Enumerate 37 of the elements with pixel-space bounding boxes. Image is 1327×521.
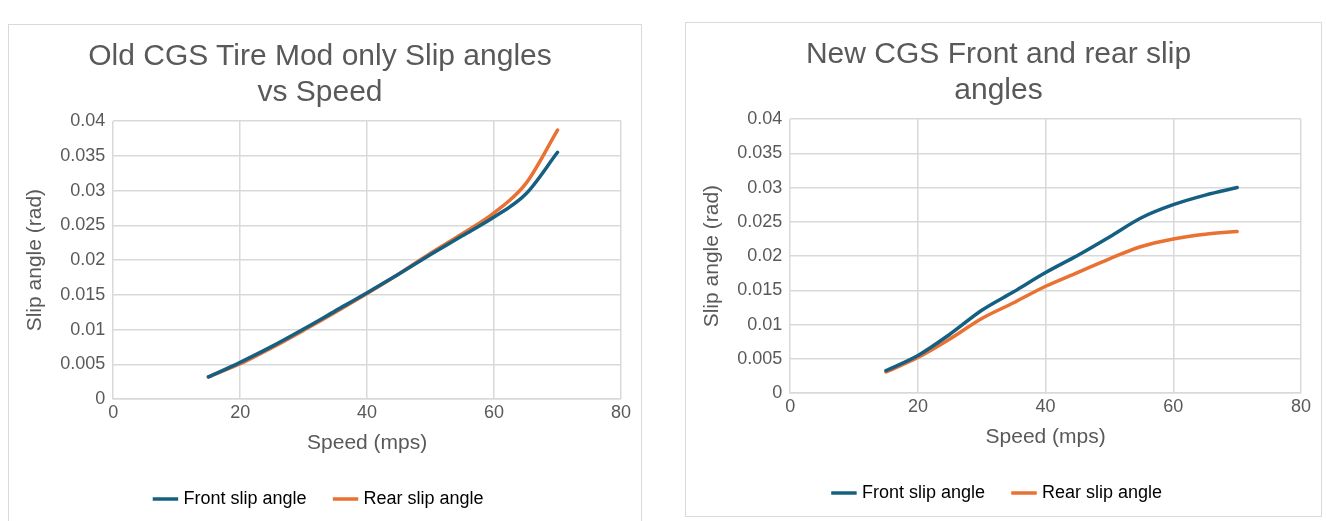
x-tick-label: 20 (907, 395, 928, 416)
x-tick-label: 60 (484, 401, 505, 422)
y-tick-label: 0.035 (737, 142, 783, 163)
y-tick-label: 0.005 (737, 347, 783, 368)
y-axis-title: Slip angle (rad) (699, 184, 723, 328)
x-axis-title: Speed (mps) (985, 424, 1106, 448)
y-tick-label: 0.04 (747, 107, 783, 128)
y-tick-label: 0.02 (747, 245, 783, 266)
x-tick-label: 60 (1163, 395, 1184, 416)
x-tick-label: 80 (610, 401, 632, 422)
y-tick-label: 0.035 (60, 144, 106, 165)
legend-label: Front slip angle (861, 481, 986, 502)
y-tick-label: 0 (772, 382, 783, 403)
y-tick-label: 0.01 (747, 313, 783, 334)
legend-label: Front slip angle (183, 487, 307, 508)
x-tick-label: 20 (230, 401, 251, 422)
x-tick-label: 40 (357, 401, 378, 422)
y-tick-label: 0.03 (747, 176, 783, 197)
y-tick-label: 0.015 (60, 283, 106, 304)
chart-title: New CGS Front and rear slip angles (805, 36, 1192, 106)
x-tick-label: 40 (1035, 395, 1056, 416)
y-tick-label: 0.02 (70, 249, 106, 270)
y-tick-label: 0.005 (60, 353, 106, 374)
chart-title: Old CGS Tire Mod only Slip angles vs Speed (88, 38, 552, 108)
legend-label: Rear slip angle (363, 487, 484, 508)
y-tick-label: 0.04 (70, 109, 106, 130)
legend-label: Rear slip angle (1042, 481, 1163, 502)
x-tick-label: 0 (785, 395, 796, 416)
y-tick-label: 0.025 (60, 214, 106, 235)
x-tick-label: 80 (1290, 395, 1312, 416)
y-tick-label: 0.03 (70, 179, 106, 200)
y-tick-label: 0.025 (737, 210, 783, 231)
y-tick-label: 0.01 (70, 318, 106, 339)
y-axis-title: Slip angle (rad) (22, 188, 46, 332)
x-tick-label: 0 (108, 401, 119, 422)
x-axis-title: Speed (mps) (307, 430, 428, 454)
y-tick-label: 0.015 (737, 279, 783, 300)
